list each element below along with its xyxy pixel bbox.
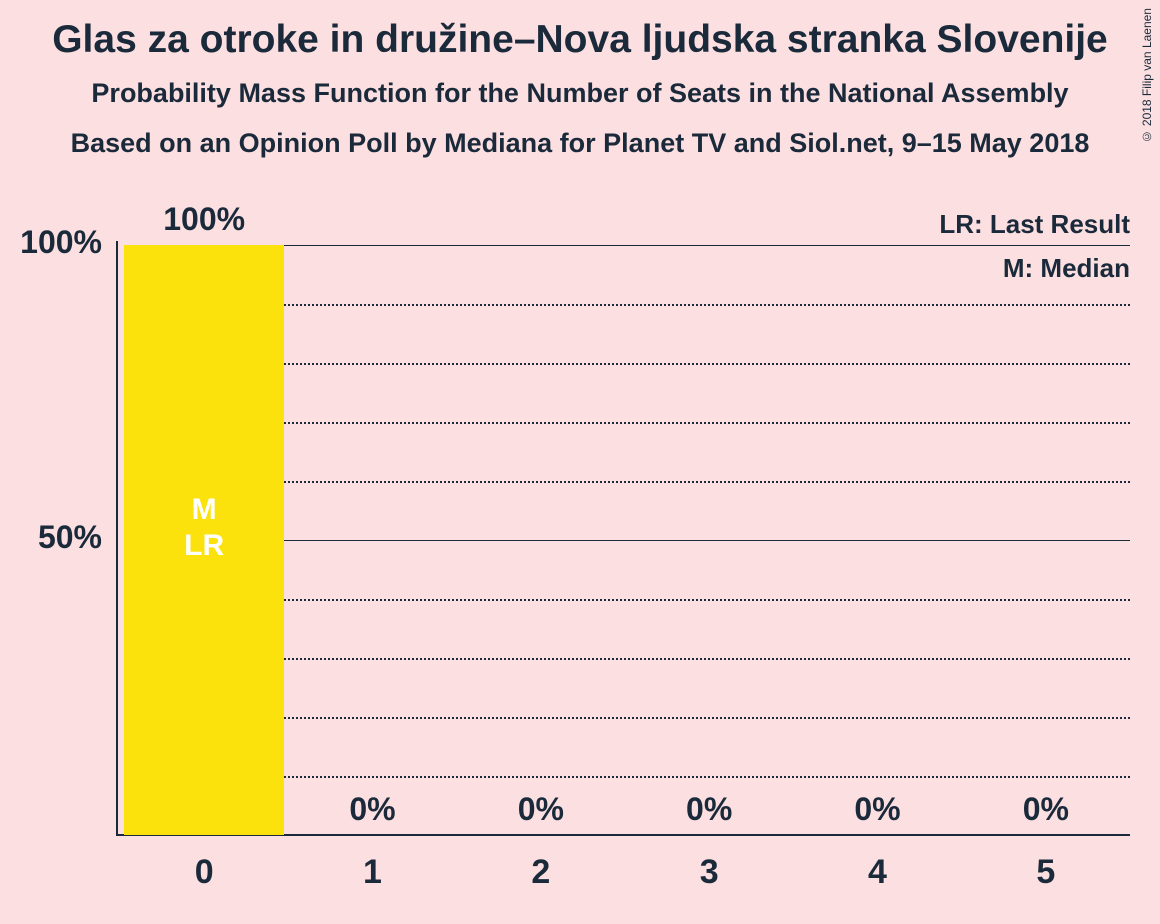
x-axis-label: 2: [457, 853, 625, 892]
bar-inner-labels: MLR: [124, 492, 284, 564]
median-marker: M: [124, 492, 284, 528]
chart-subtitle-1: Probability Mass Function for the Number…: [0, 78, 1160, 109]
legend-last-result: LR: Last Result: [939, 209, 1130, 240]
bar-value-label: 0%: [288, 791, 456, 828]
bar-value-label: 0%: [625, 791, 793, 828]
gridline-minor: [284, 658, 1130, 660]
y-axis-label: 100%: [0, 224, 102, 261]
x-axis-label: 3: [625, 853, 793, 892]
gridline-minor: [284, 363, 1130, 365]
copyright-text: © 2018 Filip van Laenen: [1140, 8, 1154, 143]
x-axis-label: 1: [288, 853, 456, 892]
gridline-minor: [284, 717, 1130, 719]
y-axis-label: 50%: [0, 519, 102, 556]
last-result-marker: LR: [124, 528, 284, 564]
x-axis-label: 4: [793, 853, 961, 892]
gridline-major: [284, 245, 1130, 246]
legend-median: M: Median: [1003, 253, 1130, 284]
bar-value-label: 100%: [120, 201, 288, 238]
gridline-minor: [284, 304, 1130, 306]
bar-value-label: 0%: [793, 791, 961, 828]
bar-value-label: 0%: [962, 791, 1130, 828]
y-axis-line: [116, 241, 118, 836]
gridline-minor: [284, 481, 1130, 483]
chart-title: Glas za otroke in družine–Nova ljudska s…: [0, 18, 1160, 62]
bar-chart: MLR100%0%0%0%0%0%: [120, 245, 1130, 835]
gridline-minor: [284, 776, 1130, 778]
gridline-major: [284, 540, 1130, 541]
chart-subtitle-2: Based on an Opinion Poll by Mediana for …: [0, 128, 1160, 159]
bar-value-label: 0%: [457, 791, 625, 828]
bar: MLR: [124, 245, 284, 835]
x-axis-label: 5: [962, 853, 1130, 892]
gridline-minor: [284, 422, 1130, 424]
x-axis-label: 0: [120, 853, 288, 892]
gridline-minor: [284, 599, 1130, 601]
